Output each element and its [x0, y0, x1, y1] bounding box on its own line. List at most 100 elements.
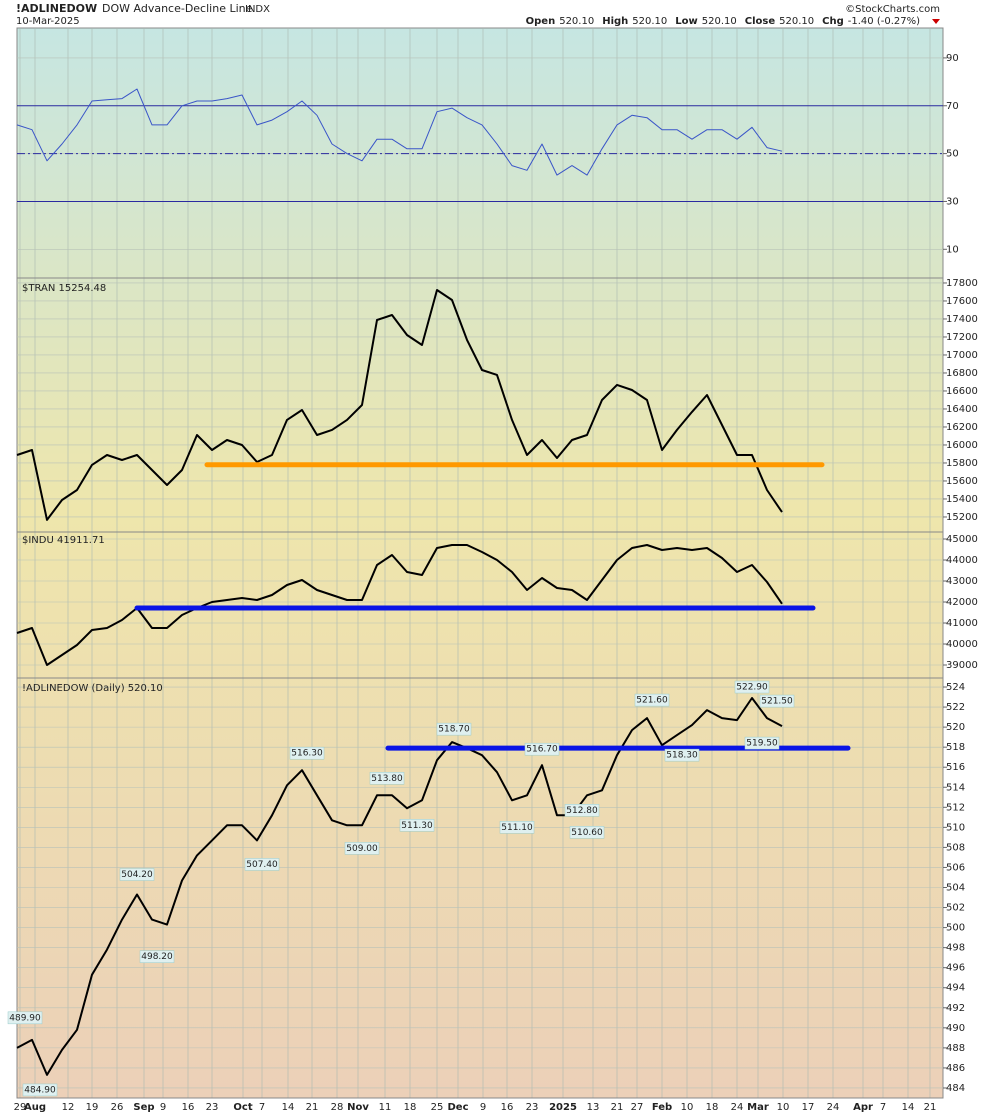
annotation: 512.80: [564, 804, 600, 817]
x-tick-label: Mar: [747, 1102, 769, 1113]
y-tick-label: 504: [946, 882, 965, 893]
annotation-label: 521.60: [636, 696, 668, 706]
y-tick-label: 16600: [946, 386, 978, 397]
x-tick-label: 10: [777, 1102, 790, 1113]
x-tick-label: 2025: [549, 1102, 577, 1113]
annotation-label: 522.90: [736, 683, 768, 693]
x-tick-label: 7: [259, 1102, 265, 1113]
x-tick-label: 16: [182, 1102, 195, 1113]
annotation-label: 511.10: [501, 823, 533, 833]
x-tick-label: Oct: [233, 1102, 252, 1113]
y-tick-label: 17000: [946, 350, 978, 361]
y-tick-label: 506: [946, 862, 965, 873]
annotation-box: [119, 868, 155, 881]
series-line: [16, 697, 783, 1076]
panel-label: $INDU 41911.71: [22, 535, 105, 546]
annotation-box: [22, 1083, 58, 1097]
annotation-box: [244, 858, 280, 871]
x-tick-label: 7: [880, 1102, 886, 1113]
annotation: 498.20: [139, 950, 175, 963]
annotation: 489.90: [7, 1011, 43, 1025]
x-tick-label: 25: [431, 1102, 444, 1113]
annotation-label: 510.60: [571, 828, 603, 838]
x-tick-label: 12: [62, 1102, 75, 1113]
annotation: 521.60: [634, 693, 670, 707]
quote-value: 520.10: [632, 16, 667, 27]
y-tick-label: 488: [946, 1043, 965, 1054]
annotation: 511.10: [499, 821, 535, 834]
annotation: 516.70: [524, 742, 560, 756]
x-tick-label: Aug: [24, 1102, 46, 1113]
y-tick-label: 490: [946, 1023, 965, 1034]
annotation-box: [744, 736, 780, 750]
y-tick-label: 500: [946, 923, 965, 934]
annotation-box: [499, 821, 535, 834]
x-tick-label: 29: [14, 1102, 27, 1113]
annotation-box: [759, 694, 795, 708]
annotation-label: 504.20: [121, 870, 153, 880]
x-tick-label: 28: [331, 1102, 344, 1113]
y-tick-label: 15200: [946, 512, 978, 523]
y-tick-label: 512: [946, 802, 965, 813]
quote-label: Low: [675, 16, 697, 27]
x-tick-label: 18: [404, 1102, 417, 1113]
y-tick-label: 16400: [946, 404, 978, 415]
annotation-label: 498.20: [141, 952, 173, 962]
quote-value: 520.10: [559, 16, 594, 27]
x-tick-label: 16: [501, 1102, 514, 1113]
y-tick-label: 15600: [946, 476, 978, 487]
quote-label: Chg: [822, 16, 844, 27]
annotation: 518.30: [664, 748, 700, 762]
annotation-label: 509.00: [346, 844, 378, 854]
x-tick-label: Apr: [853, 1102, 873, 1113]
x-tick-label: 18: [706, 1102, 719, 1113]
annotation-box: [399, 819, 435, 832]
y-tick-label: 16800: [946, 368, 978, 379]
annotation-box: [139, 950, 175, 963]
annotation-label: 484.90: [24, 1085, 56, 1095]
name: DOW Advance-Decline Line: [102, 2, 253, 15]
x-tick-label: 9: [160, 1102, 166, 1113]
symbol: !ADLINEDOW: [16, 2, 97, 15]
quote-label: Close: [745, 16, 776, 27]
annotation-label: 516.70: [526, 745, 558, 755]
y-tick-label: 496: [946, 963, 965, 974]
x-tick-label: 24: [827, 1102, 840, 1113]
y-tick-label: 518: [946, 742, 965, 753]
annotation-label: 507.40: [246, 860, 278, 870]
annotation: 510.60: [569, 826, 605, 839]
annotation-box: [7, 1011, 43, 1025]
annotation-box: [344, 842, 380, 855]
annotation: 518.70: [436, 722, 472, 736]
y-tick-label: 41000: [946, 618, 978, 629]
y-tick-label: 510: [946, 822, 965, 833]
quote: Open 520.10 High 520.10 Low 520.10 Close 520.10…: [526, 16, 920, 27]
x-tick-label: 26: [111, 1102, 124, 1113]
y-tick-label: 524: [946, 682, 965, 693]
annotation-label: 521.50: [761, 697, 793, 707]
annotation-box: [564, 804, 600, 817]
y-tick-label: 42000: [946, 597, 978, 608]
annotation-label: 519.50: [746, 739, 778, 749]
y-tick-label: 43000: [946, 576, 978, 587]
annotation: 521.50: [759, 694, 795, 708]
annotation-box: [734, 680, 770, 694]
annotation: 522.90: [734, 680, 770, 694]
x-tick-label: 24: [731, 1102, 744, 1113]
credit: ©StockCharts.com: [845, 4, 940, 15]
x-tick-label: 13: [587, 1102, 600, 1113]
x-tick-label: 17: [802, 1102, 815, 1113]
x-tick-label: 21: [306, 1102, 319, 1113]
panel-label: !ADLINEDOW (Daily) 520.10: [22, 683, 163, 694]
exchange: INDX: [245, 4, 270, 15]
annotation: 507.40: [244, 858, 280, 871]
quote-value: 520.10: [779, 16, 814, 27]
annotation-box: [569, 826, 605, 839]
quote-label: High: [602, 16, 628, 27]
plot-background: [16, 27, 944, 1099]
y-tick-label: 90: [946, 53, 959, 64]
y-tick-label: 15800: [946, 458, 978, 469]
y-tick-label: 15400: [946, 494, 978, 505]
x-tick-label: 9: [480, 1102, 486, 1113]
